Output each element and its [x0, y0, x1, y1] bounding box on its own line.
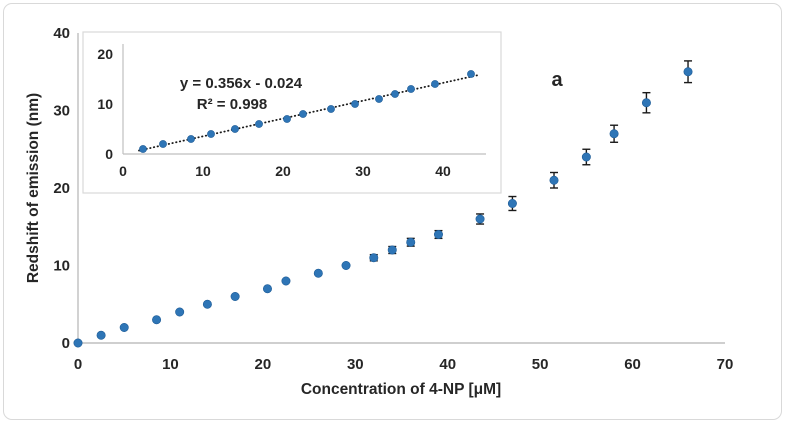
x-tick-label: 30: [347, 356, 364, 373]
y-axis-title: Redshift of emission (nm): [25, 93, 42, 283]
data-point: [202, 299, 212, 309]
data-point: [683, 67, 693, 77]
inset-x-tick-label: 30: [355, 163, 371, 179]
inset-data-point: [327, 105, 335, 113]
data-point: [119, 322, 129, 332]
inset-x-tick-label: 10: [195, 163, 211, 179]
data-point: [230, 291, 240, 301]
y-tick-label: 30: [53, 103, 70, 120]
data-point: [152, 315, 162, 325]
data-point: [96, 330, 106, 340]
y-tick-label: 40: [53, 25, 70, 42]
inset-y-tick-label: 20: [97, 46, 113, 62]
y-tick-label: 0: [62, 335, 70, 352]
inset-data-point: [231, 125, 239, 133]
inset-x-tick-label: 40: [435, 163, 451, 179]
data-point: [549, 175, 559, 185]
inset-box: [82, 31, 502, 194]
data-point: [507, 199, 517, 209]
inset-y-tick-label: 0: [105, 146, 113, 162]
x-tick-label: 40: [439, 356, 456, 373]
data-point: [475, 214, 485, 224]
y-tick-label: 10: [53, 258, 70, 275]
inset-x-tick-label: 0: [119, 163, 127, 179]
data-point: [406, 237, 416, 247]
data-point: [369, 253, 379, 263]
inset-data-point: [139, 145, 147, 153]
trendline: [138, 73, 481, 152]
inset-data-point: [255, 120, 263, 128]
inset-data-point: [159, 140, 167, 148]
inset-data-point: [351, 100, 359, 108]
inset-plot: 0 10 20 0 10 20 30 40: [82, 31, 502, 194]
inset-data-point: [187, 135, 195, 143]
inset-x-tick-label: 20: [275, 163, 291, 179]
data-point: [609, 129, 619, 139]
x-axis-title: Concentration of 4-NP [μM]: [301, 381, 501, 398]
inset-data-point: [299, 110, 307, 118]
x-tick-label: 70: [717, 356, 734, 373]
inset-data-point: [207, 130, 215, 138]
x-tick-label: 0: [74, 356, 82, 373]
data-point: [433, 230, 443, 240]
inset-data-point: [391, 90, 399, 98]
fit-equation-label: y = 0.356x - 0.024: [180, 75, 303, 92]
y-tick-label: 20: [53, 180, 70, 197]
panel-annotation-a: a: [551, 69, 563, 91]
data-point: [387, 245, 397, 255]
data-point: [262, 284, 272, 294]
inset-data-point: [283, 115, 291, 123]
x-tick-label: 10: [162, 356, 179, 373]
inset-data-point: [431, 80, 439, 88]
inset-data-point: [407, 85, 415, 93]
inset-data-point: [375, 95, 383, 103]
inset-data-point: [467, 70, 475, 78]
x-tick-label: 50: [532, 356, 549, 373]
main-plot: 0 10 20 30 40 0 10 20 30 40 50 60 70: [53, 25, 733, 373]
x-tick-label: 20: [255, 356, 272, 373]
data-point: [73, 338, 83, 348]
data-point: [175, 307, 185, 317]
inset-y-tick-label: 10: [97, 96, 113, 112]
x-tick-label: 60: [624, 356, 641, 373]
data-point: [341, 260, 351, 270]
data-point: [641, 98, 651, 108]
data-point: [581, 152, 591, 162]
r-squared-label: R² = 0.998: [197, 96, 267, 113]
data-point: [281, 276, 291, 286]
data-point: [313, 268, 323, 278]
